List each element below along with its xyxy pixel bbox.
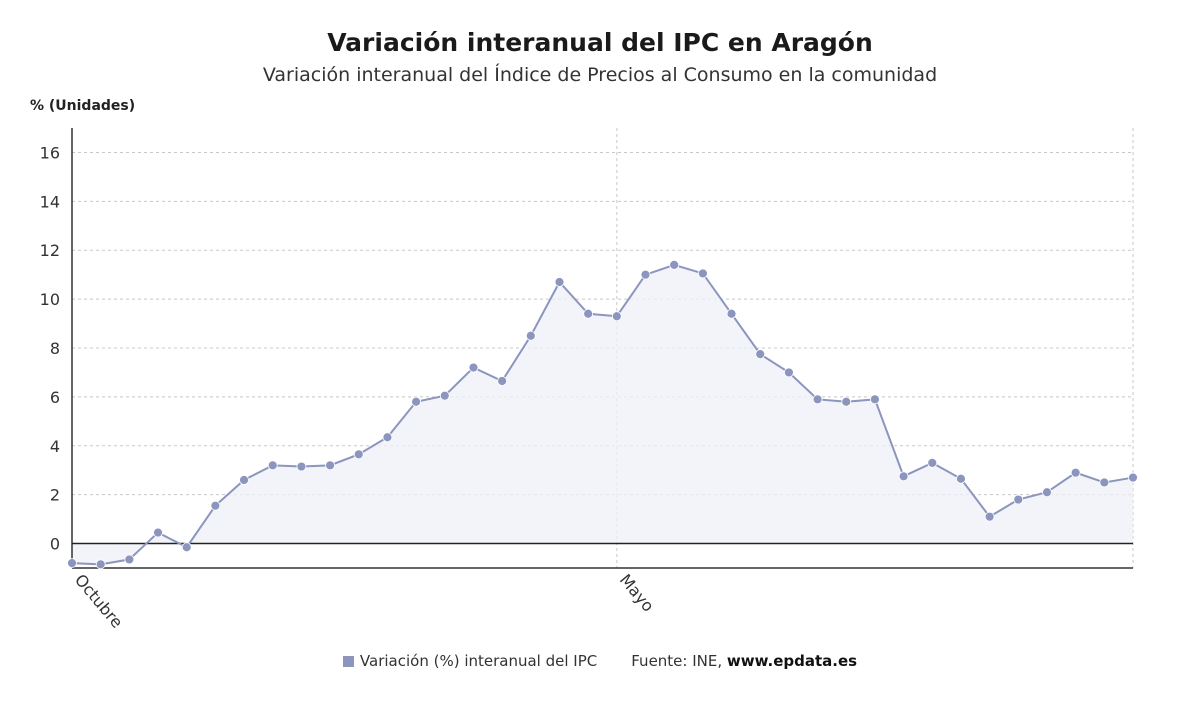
data-point (898, 471, 909, 482)
data-point (267, 460, 278, 471)
data-point (697, 268, 708, 279)
data-point (296, 461, 307, 472)
data-point (726, 308, 737, 319)
data-point (1128, 472, 1138, 483)
series-polyline (71, 263, 1134, 566)
y-tick-label: 14 (40, 192, 60, 211)
data-point (382, 432, 393, 443)
data-point (583, 308, 594, 319)
source-prefix: Fuente: INE, (631, 652, 727, 670)
area-fill (72, 264, 1133, 565)
data-point (554, 277, 565, 287)
data-point (870, 394, 880, 405)
data-point (325, 460, 335, 471)
data-point (669, 259, 680, 270)
axes (71, 128, 1133, 569)
data-point (812, 394, 823, 405)
data-point (439, 390, 450, 401)
data-point (1013, 494, 1024, 505)
data-point (1099, 477, 1110, 488)
data-point (640, 269, 651, 280)
legend-swatch (342, 656, 354, 667)
data-point (755, 349, 766, 360)
data-point (611, 311, 622, 322)
data-point (67, 558, 77, 569)
legend: Variación (%) interanual del IPC Fuente: … (0, 652, 1200, 670)
y-tick-label: 2 (50, 486, 60, 505)
data-point (468, 362, 479, 373)
data-point (181, 542, 192, 553)
y-tick-label: 16 (40, 143, 60, 162)
series-line (71, 263, 1134, 566)
x-tick-label: Octubre (71, 570, 127, 631)
x-tick-label: Mayo (616, 570, 658, 615)
y-tick-label: 10 (40, 290, 60, 309)
y-tick-label: 0 (50, 535, 60, 554)
source-note: Fuente: INE, www.epdata.es (631, 652, 857, 670)
y-tick-label: 12 (40, 241, 60, 260)
data-point (841, 396, 852, 407)
data-point (95, 559, 106, 570)
line-chart: 0 2 4 6 8 10 12 14 16 Octubre Mayo (40, 128, 1138, 632)
y-tick-label: 4 (50, 437, 60, 456)
data-point (783, 367, 794, 378)
data-point (411, 396, 422, 407)
chart-subtitle: Variación interanual del Índice de Preci… (262, 64, 938, 86)
chart-title: Variación interanual del IPC en Aragón (327, 28, 873, 57)
data-point (153, 527, 163, 538)
y-tick-label: 6 (50, 388, 60, 407)
data-point (984, 511, 995, 522)
data-point (1042, 487, 1052, 498)
data-point (124, 554, 135, 565)
legend-series-label: Variación (%) interanual del IPC (359, 652, 598, 670)
data-point (497, 376, 508, 386)
data-points (67, 259, 1138, 570)
data-point (927, 457, 938, 468)
data-point (1070, 467, 1081, 478)
y-axis-label: % (Unidades) (30, 98, 136, 114)
data-point (239, 475, 249, 485)
data-point (353, 449, 364, 460)
y-tick-label: 8 (50, 339, 60, 358)
area-path (72, 264, 1133, 565)
source-site: www.epdata.es (726, 652, 858, 670)
data-point (956, 473, 966, 484)
data-point (525, 330, 536, 341)
data-point (210, 500, 221, 511)
